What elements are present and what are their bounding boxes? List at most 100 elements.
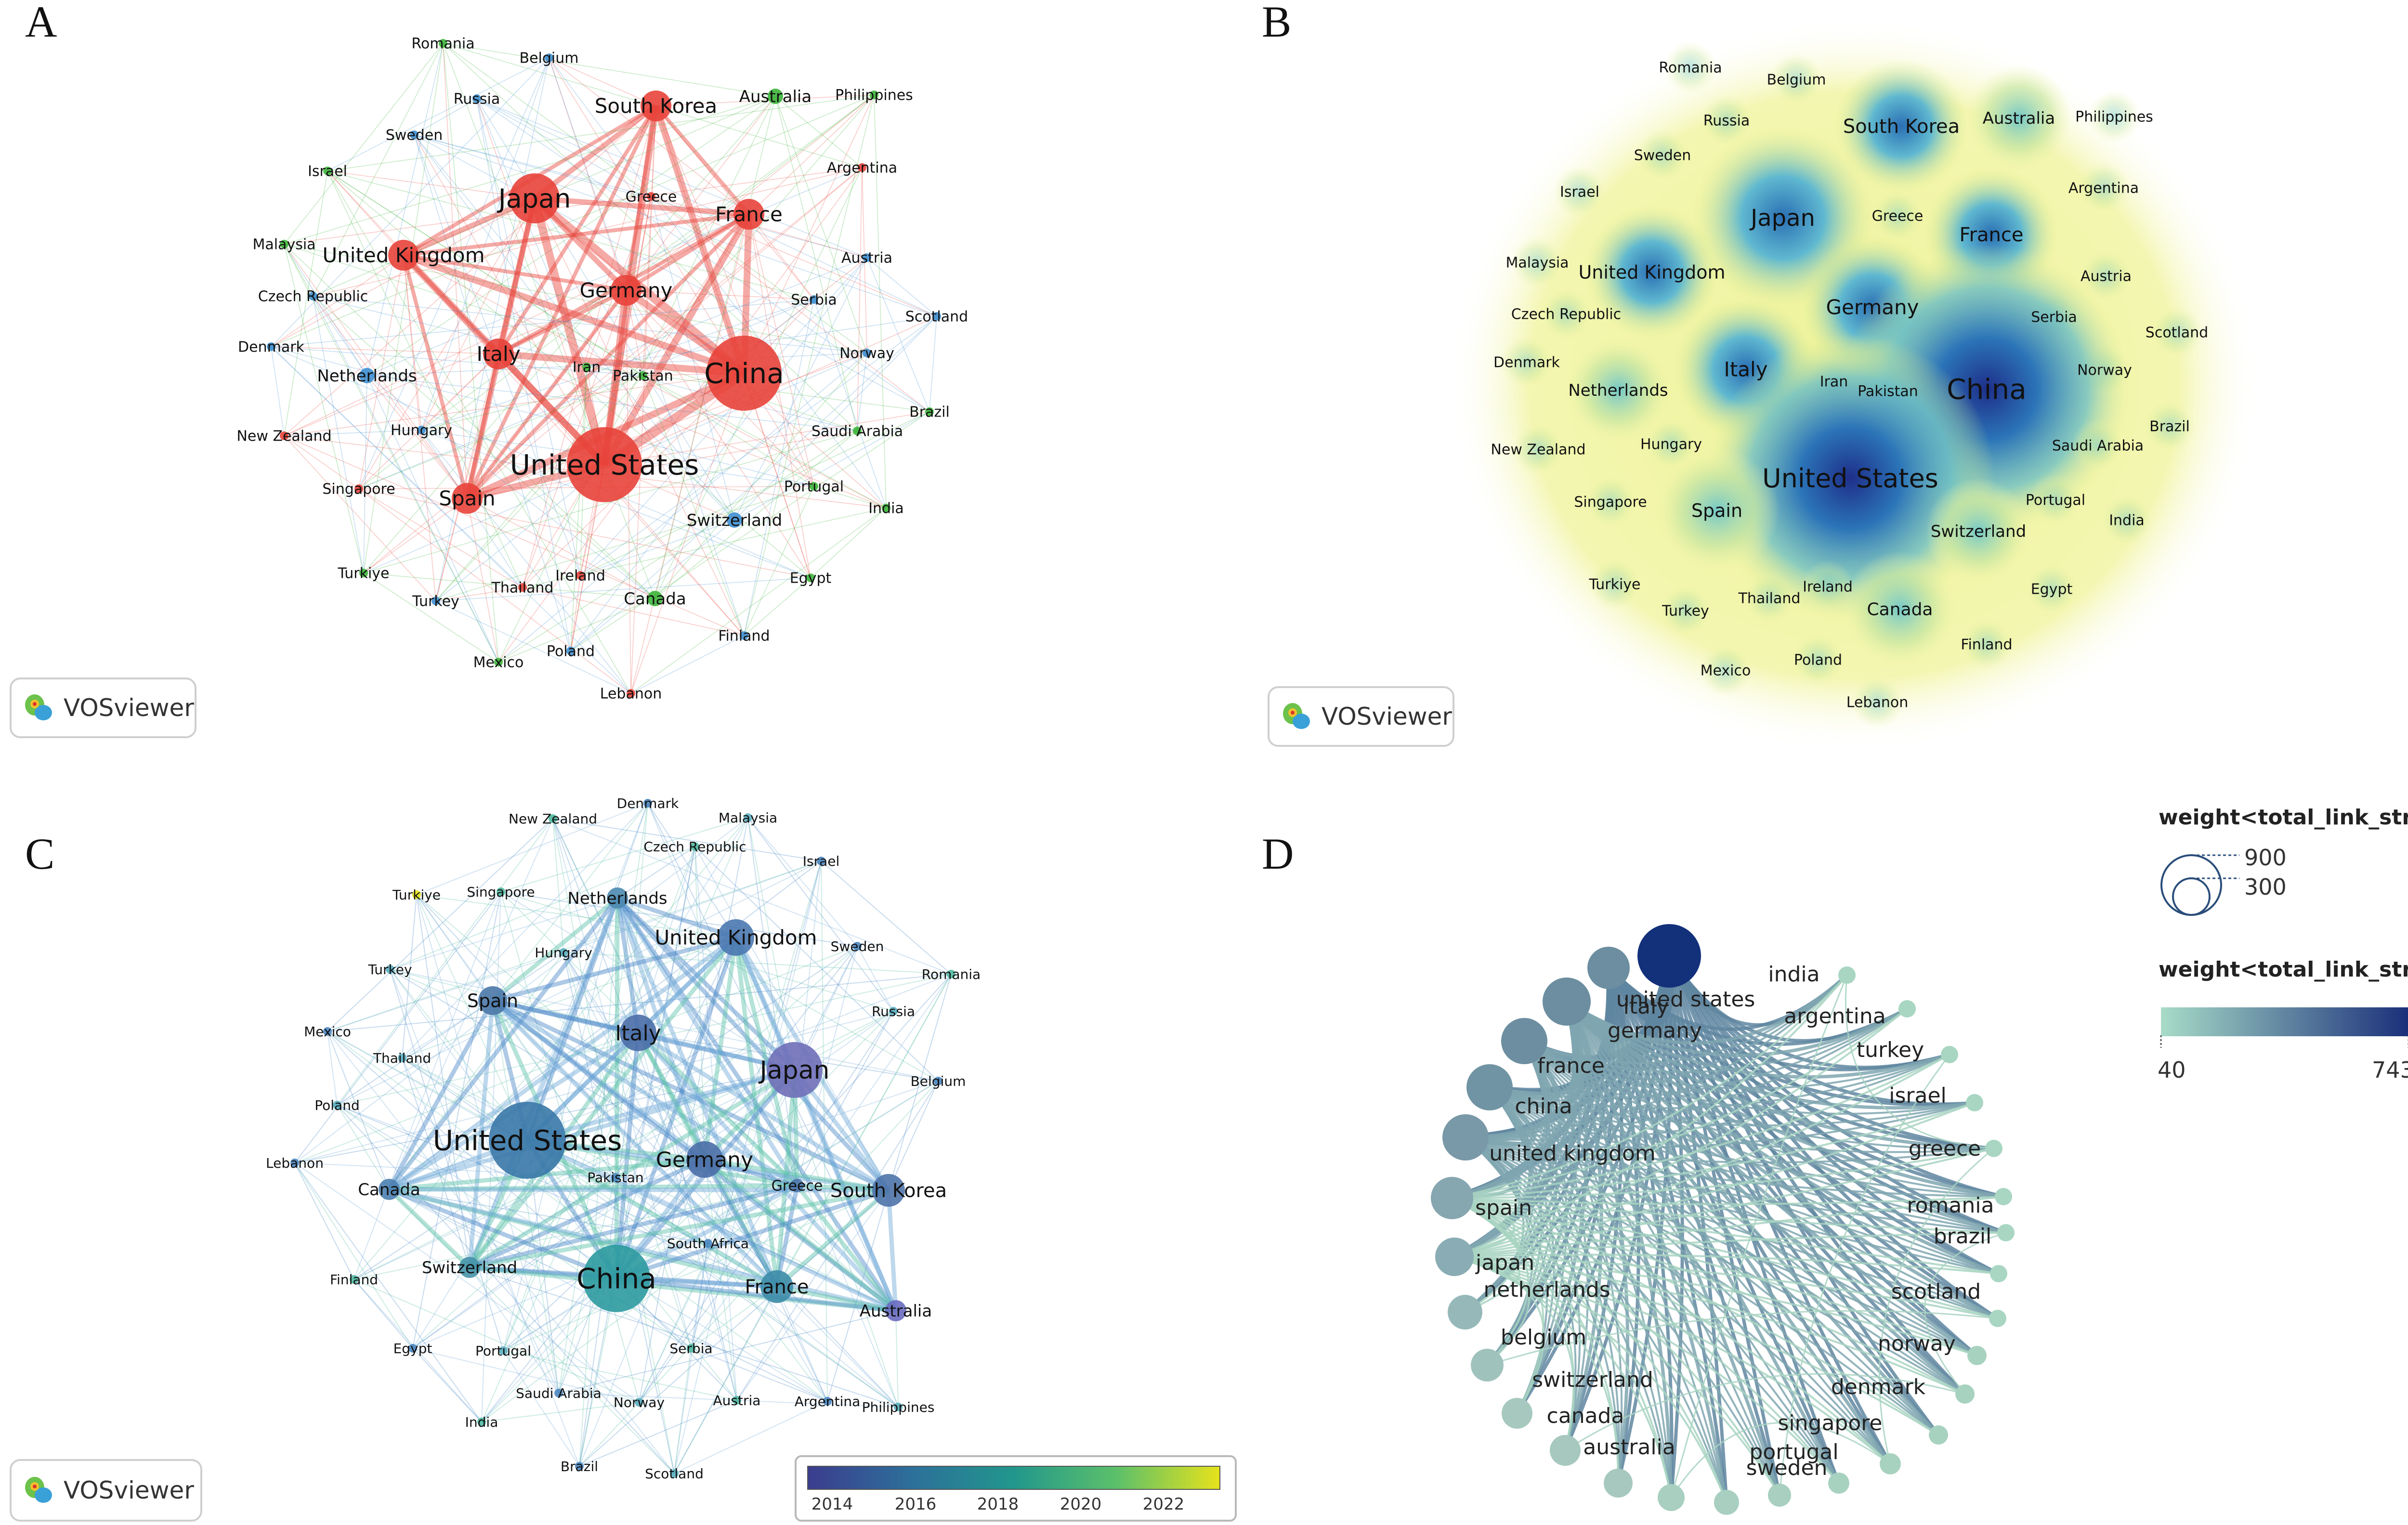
edge: [615, 898, 641, 1033]
edge: [1523, 1040, 1780, 1496]
edge: [284, 167, 863, 245]
node-label-australia: australia: [1583, 1435, 1675, 1460]
edge: [694, 846, 705, 1160]
edge: [702, 937, 738, 1160]
node-label-serbia: Serbia: [791, 292, 837, 309]
edge: [747, 817, 894, 1012]
edge: [630, 214, 749, 694]
edge: [866, 257, 937, 317]
node-scotland: [670, 1469, 679, 1478]
edge: [636, 1031, 898, 1313]
node-portugal: [810, 482, 818, 491]
edge: [476, 98, 605, 465]
edge: [503, 846, 695, 1351]
node-label-philippines: Philippines: [862, 1399, 935, 1415]
edge: [366, 375, 858, 431]
edge: [888, 1081, 939, 1191]
node-label-china: China: [704, 357, 784, 390]
density-blob-brazil: [2143, 400, 2196, 453]
node-label-austria: Austria: [713, 1393, 761, 1408]
density-label-austria: Austria: [2081, 268, 2132, 285]
node-india: [882, 504, 890, 512]
vosviewer-badge-a: VOSviewer: [10, 678, 196, 738]
density-blob-austria: [2080, 249, 2133, 302]
edge: [467, 167, 863, 499]
edge: [294, 817, 748, 1163]
node-south-africa: [704, 1239, 712, 1248]
node-germany: [1543, 978, 1591, 1026]
edge: [358, 198, 535, 489]
edge: [1565, 1000, 1978, 1357]
edge: [604, 196, 652, 465]
density-blob-india: [2100, 494, 2153, 547]
edge: [734, 411, 930, 521]
node-label-netherlands: Netherlands: [317, 366, 417, 386]
density-label-france: France: [1959, 224, 2023, 246]
node-label-south-korea: South Korea: [830, 1180, 947, 1202]
density-blob-egypt: [2025, 562, 2078, 615]
edge: [389, 860, 822, 1190]
node-south-korea: [641, 91, 671, 121]
edge: [534, 198, 887, 508]
edge: [294, 946, 858, 1163]
edge: [271, 57, 550, 347]
edge: [327, 1031, 338, 1106]
node-label-italy: Italy: [615, 1021, 661, 1045]
node-romania: [1995, 1188, 2012, 1205]
edge: [271, 94, 875, 347]
edge: [414, 134, 587, 367]
edge: [284, 430, 422, 436]
edge: [337, 1105, 828, 1402]
edge: [795, 1184, 898, 1312]
edge: [616, 846, 695, 1279]
edge: [616, 896, 737, 940]
density-label-united-kingdom: United Kingdom: [1578, 261, 1725, 283]
edge: [271, 346, 631, 694]
edge: [1452, 1197, 1840, 1484]
node-label-india: India: [465, 1414, 498, 1430]
edge: [522, 587, 745, 636]
edge: [615, 937, 736, 1178]
edge: [414, 134, 867, 258]
edge: [412, 946, 858, 1349]
edge: [284, 244, 367, 376]
node-label-spain: Spain: [439, 487, 495, 510]
node-new-zealand: [549, 814, 557, 823]
edge: [1454, 1196, 2004, 1258]
node-italy: [483, 339, 514, 369]
edge: [469, 1267, 559, 1394]
density-label-finland: Finland: [1961, 637, 2012, 653]
edge: [284, 214, 749, 436]
edge: [294, 1011, 894, 1163]
node-extra-b1: [1658, 1484, 1685, 1511]
edge: [466, 213, 750, 500]
edge: [389, 1189, 692, 1349]
edge: [491, 999, 798, 1187]
node-israel: [323, 167, 332, 175]
edge: [481, 1069, 795, 1422]
density-label-spain: Spain: [1691, 500, 1742, 521]
edge: [1779, 1054, 1950, 1496]
edge: [363, 43, 444, 574]
edge: [1454, 1256, 1672, 1498]
density-blob-malaysia: [1511, 236, 1564, 289]
edge: [1489, 1086, 1581, 1451]
node-label-czech-republic: Czech Republic: [643, 839, 746, 855]
edge: [734, 257, 867, 521]
node-south-korea: [872, 1174, 905, 1207]
node-saudi-arabia: [853, 427, 862, 435]
edge: [1454, 974, 1848, 1258]
density-blob-thailand: [1743, 572, 1796, 625]
edge: [813, 486, 887, 508]
density-label-singapore: Singapore: [1574, 494, 1647, 511]
edge: [527, 1140, 559, 1394]
node-sweden: [853, 942, 862, 951]
node-label-turkiye: Turkiye: [337, 565, 389, 582]
edge: [421, 94, 875, 430]
edge: [526, 1068, 796, 1143]
edge: [481, 1011, 894, 1422]
edge: [498, 96, 776, 663]
edge: [284, 373, 745, 436]
edge: [421, 430, 811, 578]
node-label-sweden: Sweden: [831, 938, 884, 954]
